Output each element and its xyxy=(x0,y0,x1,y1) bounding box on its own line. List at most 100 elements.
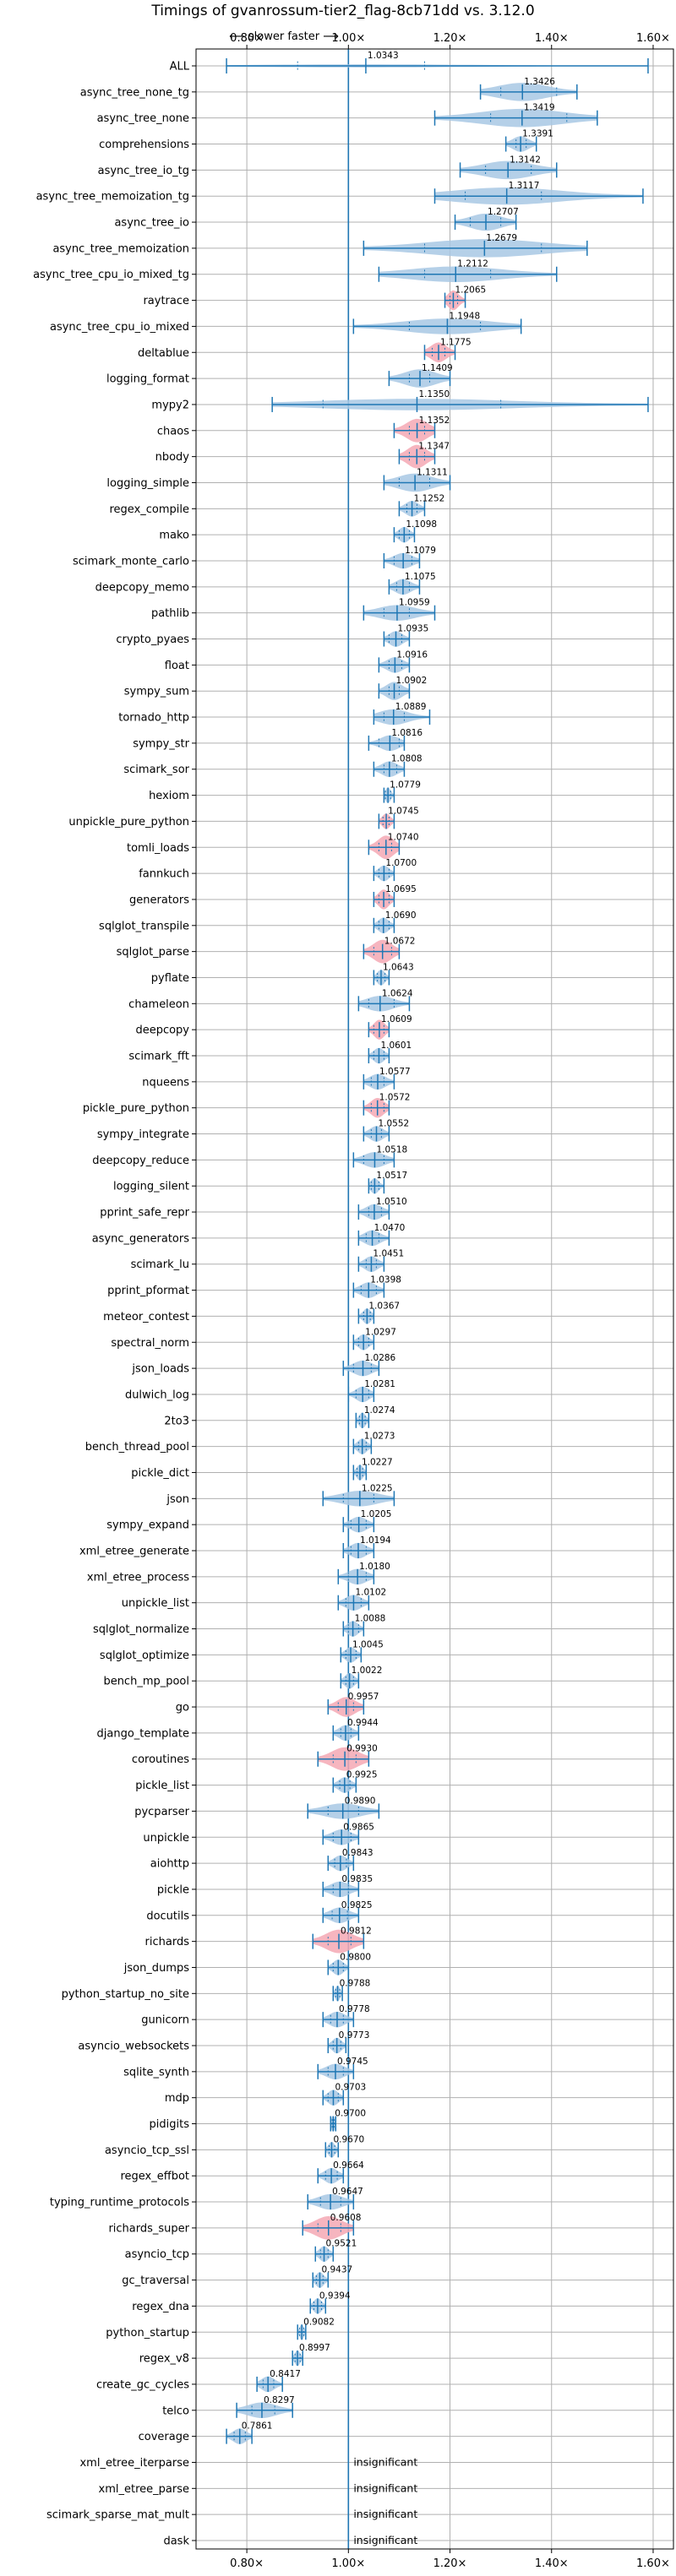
value-label: 1.0889 xyxy=(395,702,427,712)
value-label: 0.9843 xyxy=(342,1848,373,1858)
benchmark-label: xml_etree_process xyxy=(87,1571,189,1584)
value-label: 0.9745 xyxy=(337,2057,368,2067)
insignificant-label: insignificant xyxy=(353,2508,417,2520)
benchmark-label: nqueens xyxy=(142,1076,189,1089)
value-label: 0.9670 xyxy=(333,2134,364,2144)
benchmark-label: hexiom xyxy=(149,790,189,802)
benchmark-label: sqlglot_transpile xyxy=(99,920,189,932)
value-label: 1.0672 xyxy=(384,937,416,947)
benchmark-label: mdp xyxy=(165,2092,189,2105)
value-label: 1.2707 xyxy=(488,207,519,217)
value-label: 1.0572 xyxy=(379,1093,411,1103)
benchmark-label: async_tree_cpu_io_mixed_tg xyxy=(33,269,189,281)
benchmark-label: django_template xyxy=(97,1727,189,1740)
value-label: 1.0088 xyxy=(355,1614,386,1624)
value-label: 0.9703 xyxy=(335,2083,366,2093)
x-tick-label-bottom: 1.20× xyxy=(433,2557,467,2570)
benchmark-label: scimark_sor xyxy=(123,764,189,776)
benchmark-label: json_loads xyxy=(131,1363,189,1376)
benchmark-label: comprehensions xyxy=(99,139,189,151)
x-tick-label-top: 1.40× xyxy=(535,32,569,45)
benchmark-label: gc_traversal xyxy=(122,2274,189,2287)
benchmark-label: python_startup_no_site xyxy=(62,1988,189,2001)
value-label: 0.9788 xyxy=(340,1978,371,1988)
chart-title: Timings of gvanrossum-tier2_flag-8cb71dd… xyxy=(150,3,534,19)
benchmark-label: xml_etree_generate xyxy=(79,1546,189,1558)
value-label: 1.0601 xyxy=(380,1041,412,1051)
value-label: 1.3426 xyxy=(524,77,555,87)
value-label: 1.0577 xyxy=(379,1067,411,1077)
benchmark-label: pickle xyxy=(157,1883,189,1896)
benchmark-label: raytrace xyxy=(143,295,189,307)
benchmark-label: unpickle xyxy=(143,1832,189,1845)
value-label: 0.9800 xyxy=(340,1952,371,1962)
benchmark-label: scimark_fft xyxy=(128,1051,189,1063)
value-label: 1.1311 xyxy=(417,467,448,477)
insignificant-label: insignificant xyxy=(353,2455,417,2468)
value-label: 1.2679 xyxy=(486,233,517,243)
value-label: 1.3419 xyxy=(524,103,555,113)
value-label: 1.0745 xyxy=(388,806,419,816)
value-label: 1.0518 xyxy=(376,1144,407,1155)
value-label: 1.1075 xyxy=(405,572,436,582)
chart-subtitle: ⟵ slower faster ⟶ xyxy=(229,30,339,43)
value-label: 1.0700 xyxy=(385,858,417,868)
value-label: 1.0022 xyxy=(352,1666,383,1676)
value-label: 0.7861 xyxy=(242,2421,273,2432)
value-label: 0.9825 xyxy=(341,1900,373,1910)
benchmark-label: meteor_contest xyxy=(103,1311,189,1323)
benchmark-label: bench_mp_pool xyxy=(103,1676,189,1688)
benchmark-label: asyncio_tcp xyxy=(125,2248,189,2261)
benchmark-label: chaos xyxy=(157,425,189,437)
value-label: 1.0274 xyxy=(364,1405,395,1416)
benchmark-label: pathlib xyxy=(151,607,189,620)
benchmark-label: pickle_list xyxy=(135,1780,189,1792)
benchmark-label: deepcopy_memo xyxy=(95,581,189,594)
benchmark-label: async_generators xyxy=(92,1232,190,1245)
value-label: 1.0935 xyxy=(398,624,429,634)
benchmark-label: tomli_loads xyxy=(127,842,189,855)
value-label: 1.0517 xyxy=(376,1171,407,1181)
value-label: 1.0779 xyxy=(390,780,421,791)
benchmark-label: gunicorn xyxy=(141,2014,189,2027)
value-label: 0.9944 xyxy=(347,1718,379,1728)
benchmark-label: json xyxy=(166,1493,189,1506)
value-label: 0.9890 xyxy=(345,1796,376,1806)
value-label: 1.1347 xyxy=(418,442,450,452)
value-label: 0.9812 xyxy=(341,1927,372,1937)
benchmark-label: aiohttp xyxy=(150,1858,189,1871)
benchmark-label: sympy_str xyxy=(133,737,189,750)
benchmark-label: pprint_pformat xyxy=(107,1285,189,1297)
value-label: 1.0808 xyxy=(391,754,422,764)
benchmark-label: pprint_safe_repr xyxy=(100,1207,189,1220)
x-tick-label-bottom: 1.00× xyxy=(331,2557,365,2570)
benchmark-label: logging_format xyxy=(106,373,189,386)
benchmark-label: pidigits xyxy=(150,2118,190,2131)
value-label: 1.0740 xyxy=(388,832,419,842)
value-label: 1.0102 xyxy=(355,1588,386,1598)
benchmark-label: bench_thread_pool xyxy=(85,1441,189,1454)
value-label: 1.0343 xyxy=(368,51,399,61)
benchmark-label: dask xyxy=(163,2535,189,2548)
benchmark-label: dulwich_log xyxy=(125,1389,189,1401)
benchmark-label: typing_runtime_protocols xyxy=(50,2197,189,2209)
benchmark-label: asyncio_tcp_ssl xyxy=(105,2144,189,2157)
benchmark-label: async_tree_memoization xyxy=(52,242,189,255)
benchmark-label: regex_effbot xyxy=(120,2171,189,2183)
value-label: 1.2112 xyxy=(457,259,488,269)
value-label: 1.0690 xyxy=(385,910,417,921)
value-label: 1.0045 xyxy=(352,1639,384,1649)
benchmark-label: nbody xyxy=(155,451,190,464)
value-label: 1.3117 xyxy=(509,181,540,191)
value-label: 1.0643 xyxy=(383,962,414,972)
value-label: 1.1252 xyxy=(414,493,445,503)
value-label: 1.0367 xyxy=(368,1301,400,1311)
benchmark-label: sqlite_synth xyxy=(123,2066,189,2079)
benchmark-label: create_gc_cycles xyxy=(96,2378,189,2391)
benchmark-label: regex_compile xyxy=(109,503,189,516)
benchmark-label: async_tree_none xyxy=(97,112,189,125)
benchmark-label: pickle_dict xyxy=(131,1467,189,1480)
benchmark-label: python_startup xyxy=(106,2327,189,2340)
benchmark-label: mako xyxy=(159,530,189,542)
insignificant-label: insignificant xyxy=(353,2534,417,2546)
